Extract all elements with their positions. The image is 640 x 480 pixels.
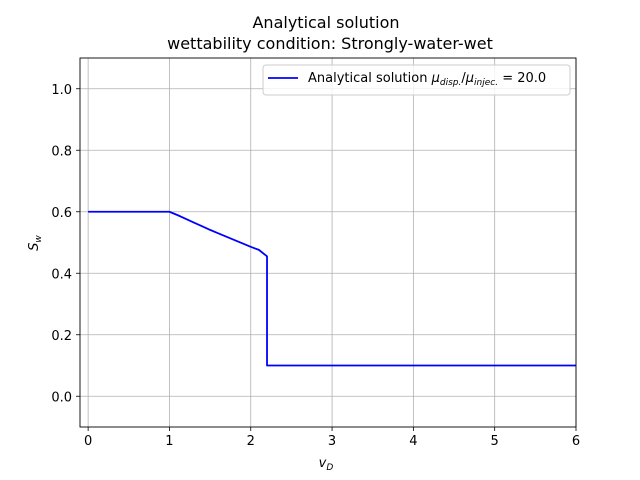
legend: Analytical solution μdisp./μinjec. = 20.… bbox=[262, 64, 571, 96]
x-tick-label: 1 bbox=[165, 434, 173, 449]
x-tick-label: 0 bbox=[84, 434, 92, 449]
legend-injec-sub: injec. bbox=[474, 78, 498, 88]
legend-mu-2: μ bbox=[465, 71, 474, 86]
chart-title: Analytical solution bbox=[252, 13, 399, 32]
y-axis-label-main: S bbox=[27, 243, 42, 251]
y-tick-label: 0.6 bbox=[51, 206, 72, 221]
y-tick-label: 0.0 bbox=[51, 390, 72, 405]
x-tick-label: 3 bbox=[328, 434, 336, 449]
x-axis-label-sub: D bbox=[326, 463, 333, 473]
y-axis-label: Sw bbox=[27, 235, 44, 251]
legend-mu-1: μ bbox=[431, 71, 440, 86]
legend-box bbox=[262, 64, 571, 96]
y-tick-label: 1.0 bbox=[51, 83, 72, 98]
y-tick-label: 0.8 bbox=[51, 144, 72, 159]
ticks-layer: 0 1 2 3 4 5 6 0.0 0.2 0.4 0.6 0.8 1.0 bbox=[51, 83, 580, 449]
legend-prefix: Analytical solution bbox=[308, 71, 432, 86]
x-axis-label: vD bbox=[319, 456, 334, 473]
x-tick-label: 4 bbox=[409, 434, 417, 449]
plot-border bbox=[79, 57, 577, 428]
grid-layer bbox=[80, 58, 577, 427]
chart-subtitle: wettability condition: Strongly-water-we… bbox=[167, 34, 493, 53]
series-layer bbox=[88, 210, 576, 367]
y-tick-label: 0.4 bbox=[51, 267, 72, 282]
series-line-0 bbox=[88, 210, 576, 367]
x-axis-label-main: v bbox=[319, 456, 327, 471]
legend-slash: / bbox=[461, 71, 466, 86]
x-tick-label: 2 bbox=[247, 434, 255, 449]
legend-suffix: = 20.0 bbox=[498, 71, 546, 86]
legend-disp-sub: disp. bbox=[440, 78, 461, 88]
x-tick-label: 6 bbox=[572, 434, 580, 449]
plot-frame bbox=[79, 57, 577, 428]
y-axis-label-sub: w bbox=[34, 235, 44, 243]
x-tick-label: 5 bbox=[491, 434, 499, 449]
legend-label: Analytical solution μdisp./μinjec. = 20.… bbox=[308, 71, 546, 88]
y-tick-label: 0.2 bbox=[51, 329, 72, 344]
